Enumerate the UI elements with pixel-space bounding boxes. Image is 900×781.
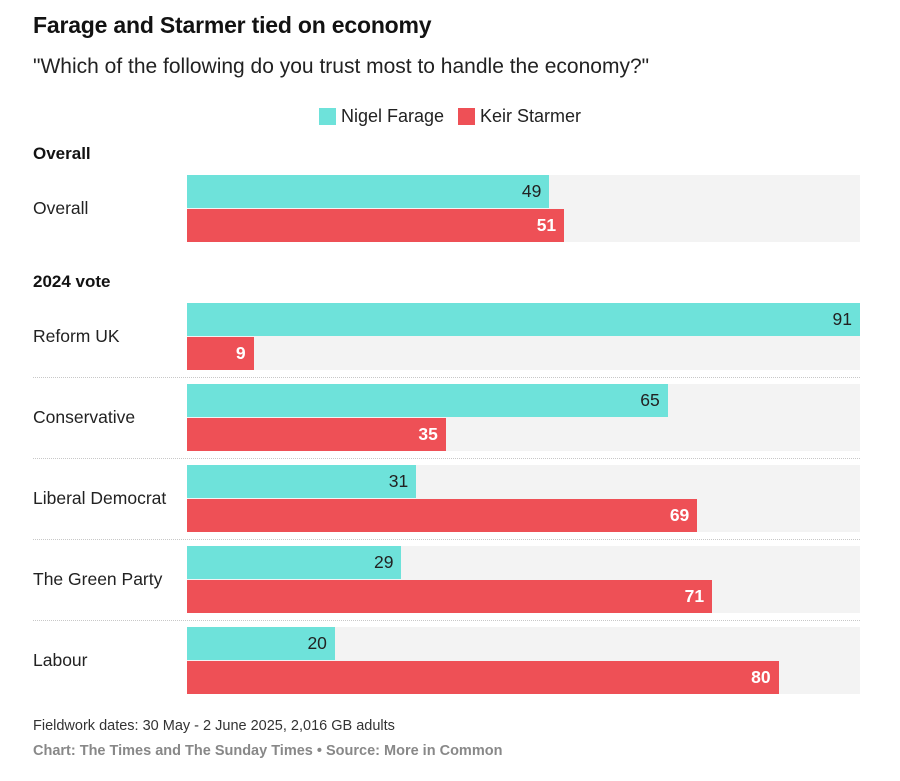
bar-farage-labour: 20: [187, 627, 335, 660]
bar-starmer-reform-uk: 9: [187, 337, 254, 370]
row-separator: [33, 458, 860, 459]
legend-swatch-farage: [318, 108, 336, 125]
data-label-starmer-labour: 80: [751, 667, 771, 687]
legend-item-starmer: Keir Starmer: [458, 106, 581, 127]
bar-track-overall: 49 51: [187, 175, 860, 242]
data-label-farage-the-green-party: 29: [374, 552, 394, 572]
bar-track-liberal-democrat: 31 69: [187, 465, 860, 532]
chart-legend: Nigel Farage Keir Starmer: [0, 106, 900, 127]
bar-track-labour: 20 80: [187, 627, 860, 694]
fieldwork-note: Fieldwork dates: 30 May - 2 June 2025, 2…: [33, 718, 395, 734]
bar-track-conservative: 65 35: [187, 384, 860, 451]
data-label-farage-liberal-democrat: 31: [388, 471, 409, 491]
row-separator: [33, 377, 860, 378]
data-label-starmer-liberal-democrat: 69: [669, 505, 690, 525]
bar-starmer-overall: 51: [187, 209, 565, 242]
row-label-overall: Overall: [33, 198, 89, 218]
data-label-starmer-conservative: 35: [418, 424, 438, 444]
bar-track-the-green-party: 29 71: [187, 546, 860, 613]
data-label-starmer-overall: 51: [536, 215, 557, 235]
bar-farage-overall: 49: [187, 175, 550, 208]
bar-starmer-liberal-democrat: 69: [187, 499, 698, 532]
bar-starmer-labour: 80: [187, 661, 779, 694]
legend-label-farage: Nigel Farage: [340, 106, 445, 126]
legend-item-farage: Nigel Farage: [318, 106, 445, 127]
group-label-2024-vote: 2024 vote: [33, 272, 111, 291]
legend-label-starmer: Keir Starmer: [480, 106, 582, 126]
data-label-farage-overall: 49: [521, 181, 542, 201]
group-label-overall: Overall: [33, 144, 91, 163]
bar-starmer-the-green-party: 71: [187, 580, 713, 613]
source-credit: Chart: The Times and The Sunday Times • …: [33, 743, 503, 759]
bar-farage-the-green-party: 29: [187, 546, 402, 579]
data-label-starmer-reform-uk: 9: [235, 343, 246, 363]
row-label-labour: Labour: [33, 650, 88, 670]
legend-swatch-starmer: [458, 108, 476, 125]
bar-farage-conservative: 65: [187, 384, 668, 417]
bar-track-reform-uk: 91 9: [187, 303, 860, 370]
bar-farage-reform-uk: 91: [187, 303, 860, 336]
chart-subtitle: "Which of the following do you trust mos…: [33, 55, 650, 78]
data-label-starmer-the-green-party: 71: [684, 586, 705, 606]
bar-farage-liberal-democrat: 31: [187, 465, 417, 498]
bar-starmer-conservative: 35: [187, 418, 446, 451]
row-label-the-green-party: The Green Party: [33, 569, 163, 589]
row-label-conservative: Conservative: [33, 407, 136, 427]
row-separator: [33, 539, 860, 540]
row-label-liberal-democrat: Liberal Democrat: [33, 488, 167, 508]
chart-title: Farage and Starmer tied on economy: [33, 12, 432, 38]
row-label-reform-uk: Reform UK: [33, 326, 120, 346]
data-label-farage-reform-uk: 91: [832, 309, 852, 329]
row-separator: [33, 620, 860, 621]
data-label-farage-conservative: 65: [640, 390, 660, 410]
data-label-farage-labour: 20: [307, 633, 327, 653]
